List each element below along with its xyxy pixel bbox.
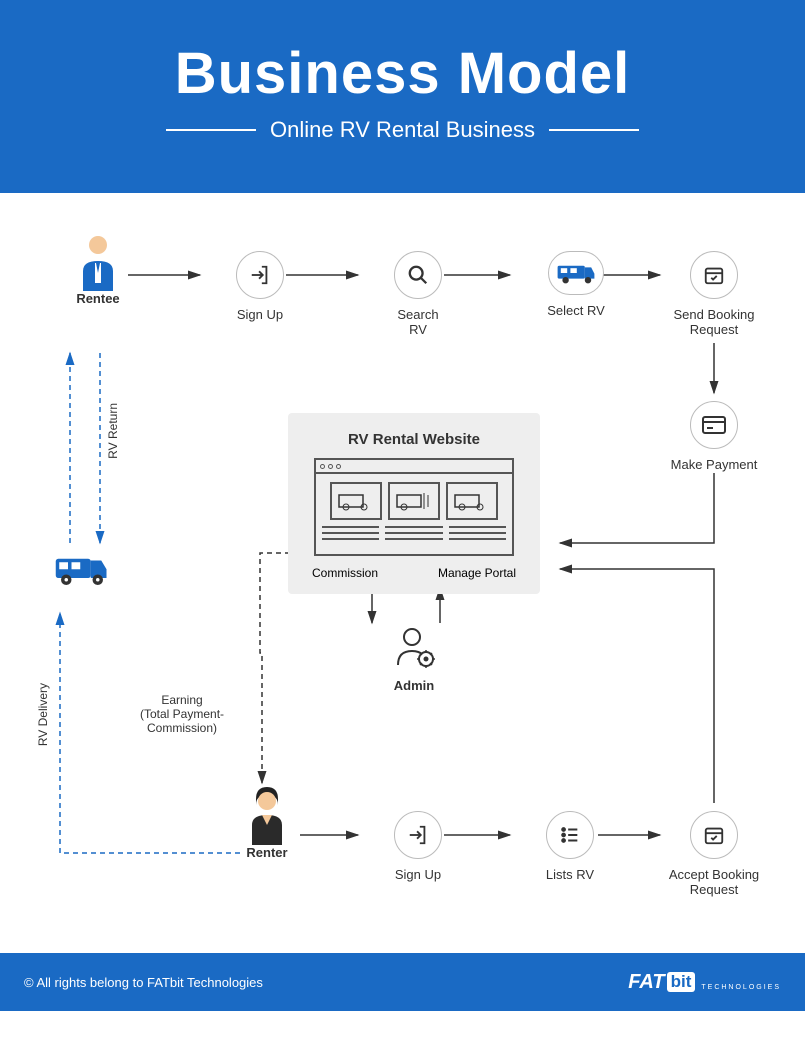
signin-icon [394,811,442,859]
admin-icon [392,625,436,669]
card-icon [690,401,738,449]
select-label: Select RV [540,303,612,318]
calendar-check-icon [690,251,738,299]
earning-label: Earning (Total Payment- Commission) [140,693,224,735]
rv-delivery-label: RV Delivery [36,683,50,746]
website-box: RV Rental Website Comm [288,413,540,594]
flow-canvas: Rentee Sign Up Search RV Select RV Send [0,193,805,953]
node-signup2: Sign Up [388,811,448,882]
node-renter: Renter [232,785,302,860]
node-send-request: Send Booking Request [668,251,760,337]
subtitle: Online RV Rental Business [270,117,535,143]
subtitle-row: Online RV Rental Business [20,117,785,143]
rv-return-label: RV Return [106,403,120,459]
renter-label: Renter [232,845,302,860]
calendar-check-icon [690,811,738,859]
node-admin: Admin [386,625,442,693]
node-select: Select RV [540,251,612,318]
lists-label: Lists RV [540,867,600,882]
header: Business Model Online RV Rental Business [0,0,805,193]
logo: FATbit TECHNOLOGIES [628,971,781,994]
search-label: Search RV [388,307,448,337]
infographic-page: Business Model Online RV Rental Business [0,0,805,1011]
listing-card-icon [330,482,382,520]
rv-icon [548,251,604,295]
signup2-label: Sign Up [388,867,448,882]
node-lists: Lists RV [540,811,600,882]
manage-label: Manage Portal [438,566,516,580]
signin-icon [236,251,284,299]
list-icon [546,811,594,859]
accept-label: Accept Booking Request [668,867,760,897]
admin-label: Admin [386,678,442,693]
listing-card-icon [388,482,440,520]
logo-bit: bit [667,972,696,992]
logo-main: FAT [628,971,664,994]
search-icon [394,251,442,299]
node-payment: Make Payment [668,401,760,472]
divider [549,129,639,131]
node-signup: Sign Up [230,251,290,322]
payment-label: Make Payment [668,457,760,472]
website-title: RV Rental Website [306,431,522,448]
rentee-label: Rentee [58,291,138,306]
logo-sub: TECHNOLOGIES [701,984,781,991]
title: Business Model [20,40,785,107]
person-icon [232,785,302,845]
footer: © All rights belong to FATbit Technologi… [0,953,805,1011]
person-icon [58,233,138,291]
node-rentee: Rentee [58,233,138,306]
node-accept: Accept Booking Request [668,811,760,897]
sendreq-label: Send Booking Request [668,307,760,337]
browser-mock [314,458,514,556]
node-rv-delivery [42,551,122,594]
listing-card-icon [446,482,498,520]
node-search: Search RV [388,251,448,337]
divider [166,129,256,131]
signup-label: Sign Up [230,307,290,322]
copyright: © All rights belong to FATbit Technologi… [24,975,263,990]
commission-label: Commission [312,566,378,580]
